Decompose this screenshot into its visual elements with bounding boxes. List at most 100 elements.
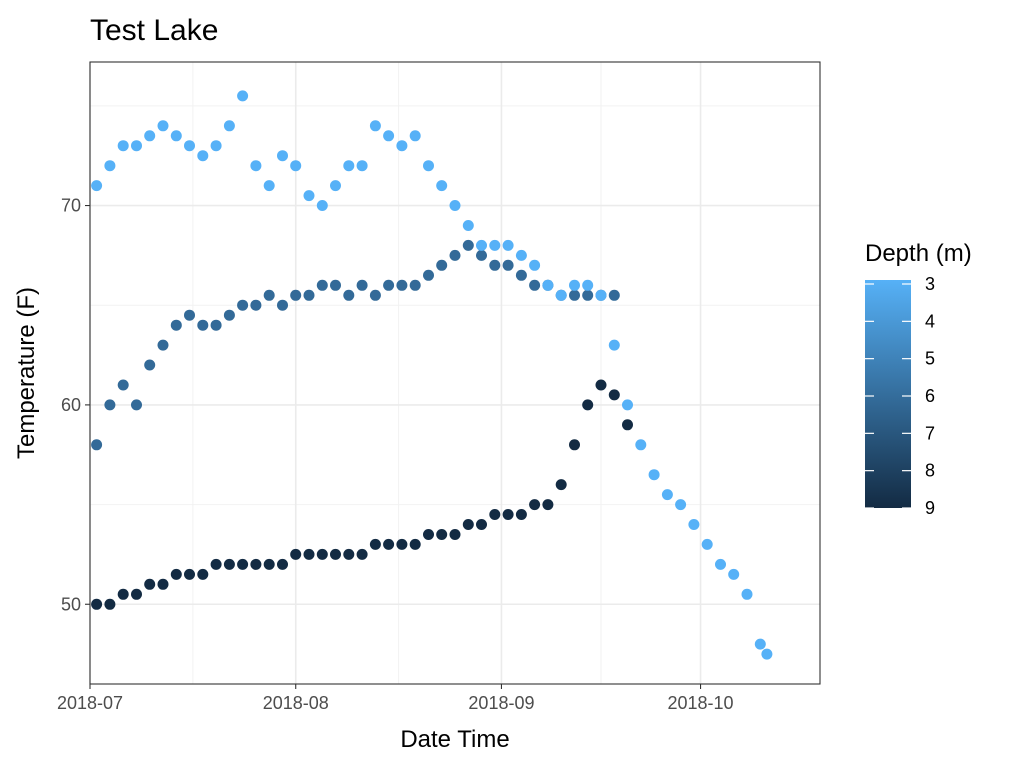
data-point [104, 399, 116, 411]
data-point [91, 180, 103, 192]
y-tick-label: 60 [61, 395, 81, 415]
data-point [595, 289, 607, 301]
legend-tick-label: 6 [925, 386, 935, 406]
x-axis: 2018-07 2018-08 2018-09 2018-10 [57, 684, 734, 713]
legend-tick-label: 7 [925, 423, 935, 443]
legend-tick-label: 9 [925, 498, 935, 518]
data-point [595, 379, 607, 391]
data-point [117, 588, 129, 600]
plot-background [90, 62, 820, 684]
legend: Depth (m) 3 4 5 6 7 8 9 [865, 240, 972, 518]
data-point [582, 279, 594, 291]
data-point [369, 120, 381, 132]
data-point [237, 299, 249, 311]
y-axis-label: Temperature (F) [13, 287, 40, 459]
data-point [343, 289, 355, 301]
data-point [555, 479, 567, 491]
data-points [91, 90, 773, 660]
x-tick-label: 2018-09 [468, 693, 534, 713]
data-point [423, 160, 434, 172]
data-point [462, 239, 474, 251]
data-point [515, 269, 527, 281]
x-tick-label: 2018-08 [263, 693, 329, 713]
data-point [661, 489, 673, 501]
data-point [476, 239, 487, 251]
data-point [608, 389, 620, 401]
data-point [542, 499, 554, 511]
data-point [223, 558, 235, 570]
data-point [343, 160, 355, 172]
data-point [502, 259, 514, 271]
data-point [277, 299, 288, 311]
data-point [409, 538, 421, 550]
data-point [184, 568, 195, 580]
data-point [223, 120, 235, 132]
data-point [237, 90, 249, 102]
data-point [569, 279, 580, 291]
data-point [476, 249, 487, 261]
data-point [608, 339, 620, 351]
data-point [383, 538, 395, 550]
data-point [741, 588, 753, 600]
data-point [529, 499, 541, 511]
data-point [303, 289, 315, 301]
data-point [223, 309, 235, 321]
data-point [515, 509, 527, 520]
data-point [144, 359, 156, 371]
data-point [555, 289, 567, 301]
data-point [582, 289, 594, 301]
data-point [396, 538, 408, 550]
data-point [343, 548, 355, 560]
data-point [277, 150, 288, 162]
data-point [529, 279, 541, 291]
legend-title: Depth (m) [865, 240, 972, 267]
data-point [290, 289, 302, 301]
y-tick-label: 70 [61, 196, 81, 216]
data-point [263, 289, 275, 301]
data-point [489, 509, 501, 520]
data-point [184, 309, 195, 321]
data-point [622, 399, 633, 411]
data-point [622, 419, 633, 431]
data-point [316, 548, 328, 560]
data-point [728, 568, 740, 580]
data-point [396, 279, 408, 291]
data-point [515, 249, 527, 261]
data-point [383, 130, 395, 142]
series-depth-3 [91, 90, 773, 660]
data-point [330, 180, 341, 192]
data-point [237, 558, 249, 570]
data-point [356, 279, 368, 291]
data-point [423, 269, 434, 281]
data-point [529, 259, 541, 271]
data-point [502, 239, 514, 251]
data-point [170, 568, 182, 580]
data-point [250, 160, 262, 172]
data-point [761, 648, 773, 660]
data-point [330, 279, 341, 291]
data-point [449, 529, 461, 540]
data-point [569, 289, 580, 301]
data-point [449, 249, 461, 261]
legend-ticks: 3 4 5 6 7 8 9 [865, 274, 935, 518]
data-point [542, 279, 554, 291]
data-point [396, 140, 408, 152]
plot-border [89, 61, 821, 685]
y-axis: 50 60 70 [61, 196, 90, 614]
y-tick-label: 50 [61, 594, 81, 614]
data-point [608, 289, 620, 301]
data-point [131, 140, 142, 152]
data-point [409, 130, 421, 142]
data-point [157, 120, 169, 132]
data-point [369, 538, 381, 550]
data-point [675, 499, 687, 511]
data-point [303, 548, 315, 560]
data-point [91, 598, 103, 610]
data-point [383, 279, 395, 291]
data-point [250, 558, 262, 570]
legend-colorbar [865, 280, 911, 508]
data-point [250, 299, 262, 311]
data-point [263, 180, 275, 192]
data-point [197, 319, 209, 331]
data-point [436, 529, 448, 540]
